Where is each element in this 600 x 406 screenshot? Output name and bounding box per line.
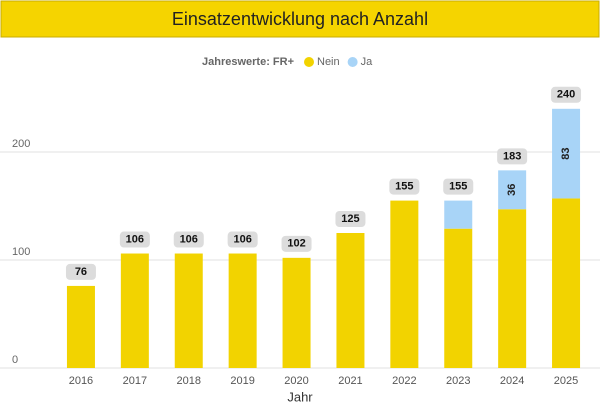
bar-segment [498, 209, 527, 368]
x-tick-label: 2022 [392, 375, 416, 387]
bar-segment [66, 285, 95, 368]
total-label: 183 [503, 150, 521, 162]
x-tick-label: 2024 [500, 375, 524, 387]
total-label-box [335, 211, 366, 227]
total-label: 106 [233, 233, 251, 245]
y-tick-label: 200 [12, 138, 30, 150]
chart-title: Einsatzentwicklung nach Anzahl [172, 9, 428, 29]
header [0, 0, 600, 38]
total-label-box [281, 235, 312, 252]
bar-segment [444, 200, 473, 229]
total-label: 240 [557, 89, 575, 101]
bar-segment [444, 228, 473, 368]
total-label-box [173, 231, 204, 248]
total-label-box [65, 263, 96, 280]
x-tick-label: 2023 [446, 375, 470, 387]
bar-segment [336, 233, 365, 368]
bar-segment [228, 253, 257, 368]
total-label: 155 [449, 181, 467, 193]
total-label: 125 [341, 213, 359, 225]
bar-segment [174, 253, 203, 368]
legend-marker [304, 57, 314, 67]
bar-segment [552, 198, 581, 368]
total-label: 106 [126, 233, 144, 245]
bar-segment [120, 253, 149, 368]
total-label-box [227, 231, 258, 248]
legend-marker [347, 57, 358, 67]
bar-segment [390, 200, 419, 368]
x-tick-label: 2021 [338, 375, 362, 387]
x-tick-label: 2018 [177, 375, 201, 387]
total-label: 76 [75, 266, 87, 278]
x-axis-label: Jahr [287, 389, 313, 404]
y-tick-label: 100 [12, 246, 30, 258]
total-label-box [119, 231, 150, 248]
segment-label: 36 [506, 184, 518, 196]
legend-title: Jahreswerte: FR+ [202, 56, 294, 68]
legend-label: Ja [361, 56, 374, 68]
total-label: 102 [287, 238, 305, 250]
x-tick-label: 2025 [554, 375, 578, 387]
segment-label: 83 [560, 147, 572, 159]
x-tick-label: 2016 [69, 375, 93, 387]
total-label: 106 [180, 233, 198, 245]
bar-segment [552, 108, 581, 199]
x-tick-label: 2020 [284, 375, 308, 387]
total-label-box [497, 148, 528, 165]
x-tick-label: 2017 [123, 375, 147, 387]
bar-segment [282, 257, 311, 368]
total-label: 155 [395, 181, 413, 193]
total-label-box [443, 178, 474, 195]
total-label-box [389, 178, 420, 195]
legend-label: Nein [317, 56, 340, 68]
y-tick-label: 0 [12, 354, 18, 366]
x-tick-label: 2019 [230, 375, 254, 387]
bar-segment [498, 170, 527, 210]
total-label-box [551, 86, 582, 103]
